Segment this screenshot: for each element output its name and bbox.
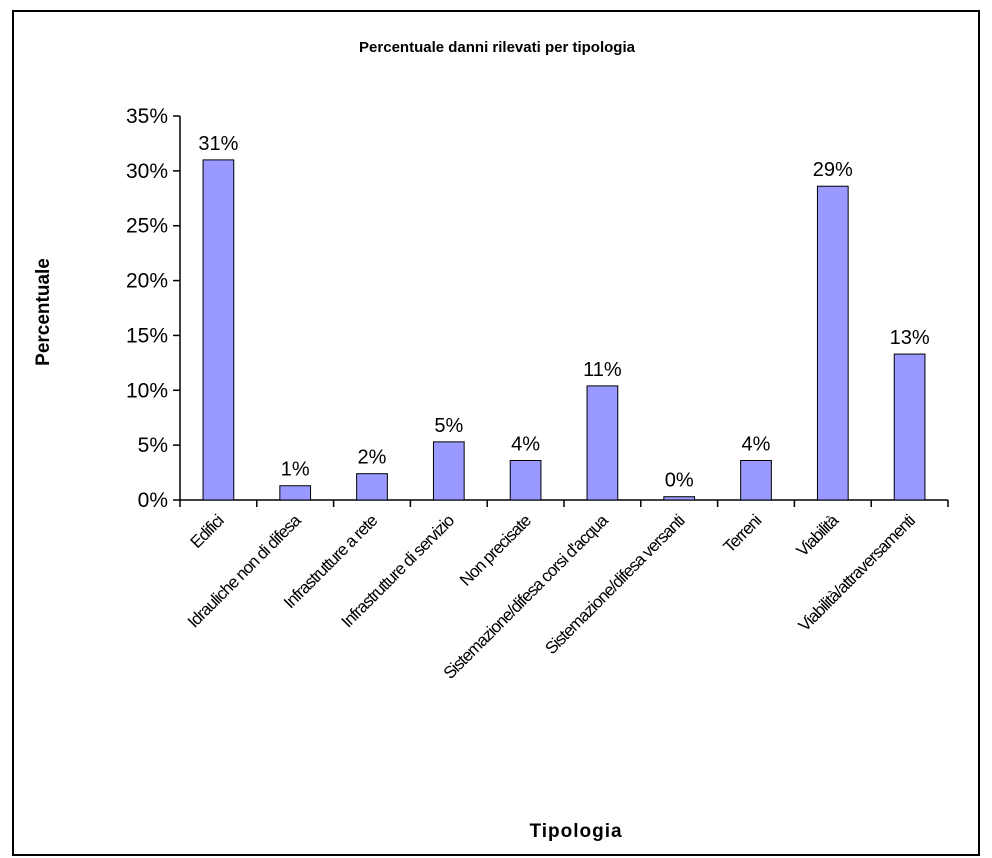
y-tick-label: 10% — [126, 379, 168, 402]
chart-title: Percentuale danni rilevati per tipologia — [359, 39, 636, 56]
data-label: 4% — [742, 434, 771, 456]
data-label: 0% — [665, 470, 694, 492]
bar — [279, 485, 312, 501]
bar — [586, 385, 619, 501]
category-label: Terreni — [720, 511, 765, 556]
category-label: Edifici — [187, 511, 228, 552]
x-axis-title: Tipologia — [529, 821, 622, 842]
data-label: 11% — [583, 359, 622, 381]
bar — [740, 460, 772, 501]
y-tick-label: 35% — [126, 105, 168, 128]
y-tick-label: 25% — [126, 215, 168, 238]
data-label: 4% — [511, 434, 540, 456]
category-label: Non precisate — [456, 511, 535, 590]
data-label: 1% — [281, 459, 310, 481]
bar — [816, 185, 849, 501]
y-axis-title: Percentuale — [33, 258, 54, 366]
y-tick-label: 20% — [126, 270, 168, 293]
data-label: 29% — [813, 159, 853, 181]
y-tick-label: 30% — [126, 160, 168, 183]
bar — [893, 353, 926, 501]
category-label: Viabilità — [793, 510, 843, 560]
bar — [509, 460, 542, 501]
category-label: Sistemazione/difesa versanti — [541, 511, 688, 658]
plot-area: 0%5%10%15%20%25%30%35%31%Edifici1%Idraul… — [126, 105, 949, 683]
data-label: 5% — [434, 415, 463, 437]
bar — [202, 159, 235, 501]
y-tick-label: 15% — [126, 324, 168, 347]
data-label: 13% — [890, 327, 930, 349]
data-label: 2% — [358, 447, 387, 469]
bar — [432, 441, 465, 501]
y-tick-label: 0% — [138, 489, 168, 512]
bar — [356, 473, 388, 501]
bar — [663, 496, 696, 501]
category-label: Sistemazione/difesa corsi d'acqua — [440, 510, 613, 683]
y-tick-label: 5% — [138, 434, 168, 457]
data-label: 31% — [198, 133, 238, 155]
